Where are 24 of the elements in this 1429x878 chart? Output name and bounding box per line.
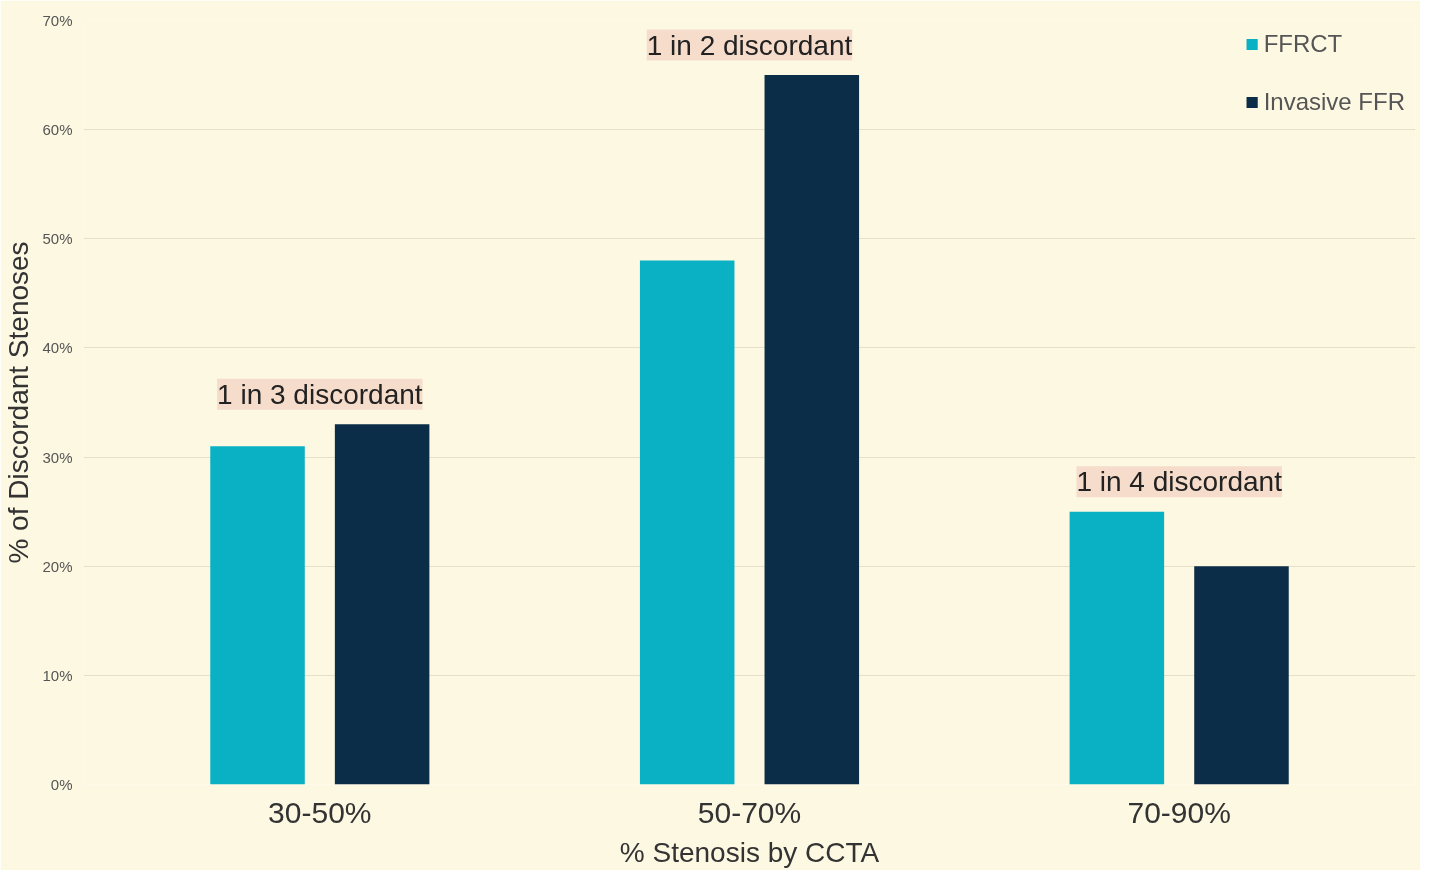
bar bbox=[764, 75, 860, 785]
bar bbox=[1069, 511, 1165, 785]
x-axis-title: % Stenosis by CCTA bbox=[619, 836, 880, 868]
y-tick-label: 30% bbox=[42, 448, 73, 466]
annotation: 1 in 3 discordant bbox=[217, 378, 423, 410]
y-tick-label: 0% bbox=[50, 776, 73, 793]
bar bbox=[334, 424, 430, 785]
y-tick-label: 20% bbox=[42, 557, 73, 575]
legend-label: FFRCT bbox=[1263, 30, 1343, 58]
x-tick-label: 70-90% bbox=[1127, 795, 1231, 829]
y-tick-label: 10% bbox=[42, 666, 73, 684]
y-tick-label: 50% bbox=[42, 230, 73, 248]
legend-label: Invasive FFR bbox=[1263, 88, 1405, 116]
x-tick-label: 30-50% bbox=[268, 795, 372, 829]
annotation: 1 in 4 discordant bbox=[1076, 466, 1283, 498]
annotation: 1 in 2 discordant bbox=[646, 29, 853, 61]
y-tick-label: 40% bbox=[42, 339, 73, 357]
bar bbox=[1194, 566, 1289, 785]
y-tick-label: 60% bbox=[42, 121, 73, 139]
y-axis-title: % of Discordant Stenoses bbox=[3, 241, 35, 564]
bar bbox=[210, 446, 305, 785]
y-tick-label: 70% bbox=[42, 12, 73, 29]
x-tick-label: 50-70% bbox=[697, 795, 802, 829]
bar bbox=[639, 260, 735, 785]
